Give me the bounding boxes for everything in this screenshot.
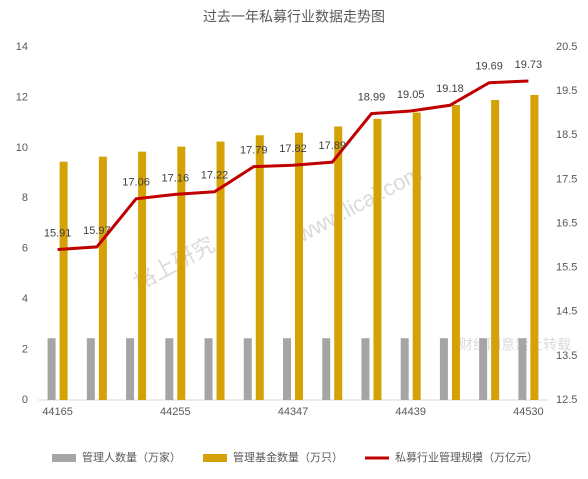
y-tick-label: 8 [22,192,28,204]
data-label: 17.82 [279,143,307,155]
bar [126,338,135,400]
data-label: 15.91 [44,227,72,239]
data-label: 17.79 [240,144,268,156]
y2-tick-label: 13.5 [556,350,577,362]
data-label: 19.69 [475,61,503,73]
y-tick-label: 14 [16,41,28,53]
bar [255,135,264,400]
legend-label: 管理人数量（万家） [82,450,181,464]
y2-tick-label: 18.5 [556,129,577,141]
x-tick-label: 44165 [42,406,73,418]
y2-tick-label: 17.5 [556,173,577,185]
y2-tick-label: 15.5 [556,262,577,274]
bar [98,156,107,400]
legend-label: 管理基金数量（万只） [233,450,343,464]
bar [322,338,331,400]
bar [361,338,370,400]
bar [530,94,539,401]
bar [451,104,460,400]
bar [518,338,527,400]
legend-label: 私募行业管理规模（万亿元） [395,450,538,464]
bar [295,132,303,400]
bar [373,118,382,400]
chart-title: 过去一年私募行业数据走势图 [203,9,385,25]
y-tick-label: 12 [16,91,28,103]
bar [491,99,500,400]
x-tick-label: 44439 [395,406,426,418]
y-tick-label: 6 [22,243,28,255]
data-label: 19.73 [515,59,543,71]
legend-swatch [52,454,76,462]
line [57,79,529,252]
y-tick-label: 0 [22,394,28,406]
data-label: 18.99 [358,92,386,104]
bar [47,338,56,400]
bar [243,338,252,400]
y2-tick-label: 12.5 [556,394,577,406]
bar [86,338,95,400]
bar [138,151,147,400]
legend-swatch [203,454,227,462]
data-label: 19.05 [397,89,425,101]
data-label: 19.18 [436,83,464,95]
y2-tick-label: 19.5 [556,85,577,97]
data-label: 17.06 [122,177,150,189]
bar [439,338,448,400]
y-tick-label: 4 [22,293,28,305]
bar [216,141,225,400]
y2-tick-label: 20.5 [556,41,577,53]
bar [479,338,488,400]
bar [400,338,409,400]
data-label: 15.97 [83,225,111,237]
bar [177,146,186,400]
bar [283,338,291,400]
bar [334,126,343,401]
data-label: 17.89 [318,140,346,152]
x-tick-label: 44530 [513,406,544,418]
bar [412,112,421,401]
data-label: 17.22 [201,170,229,182]
watermark: 财经同意禁止转载 [459,337,571,353]
y2-tick-label: 14.5 [556,306,577,318]
bar [59,161,68,400]
watermark: www.licai.com [291,160,426,247]
x-tick-label: 44347 [278,406,309,418]
bar [165,338,174,400]
y2-tick-label: 16.5 [556,217,577,229]
x-tick-label: 44255 [160,406,191,418]
y-tick-label: 10 [16,142,28,154]
data-label: 17.16 [162,172,190,184]
bar [204,338,213,400]
y-tick-label: 2 [22,343,28,355]
